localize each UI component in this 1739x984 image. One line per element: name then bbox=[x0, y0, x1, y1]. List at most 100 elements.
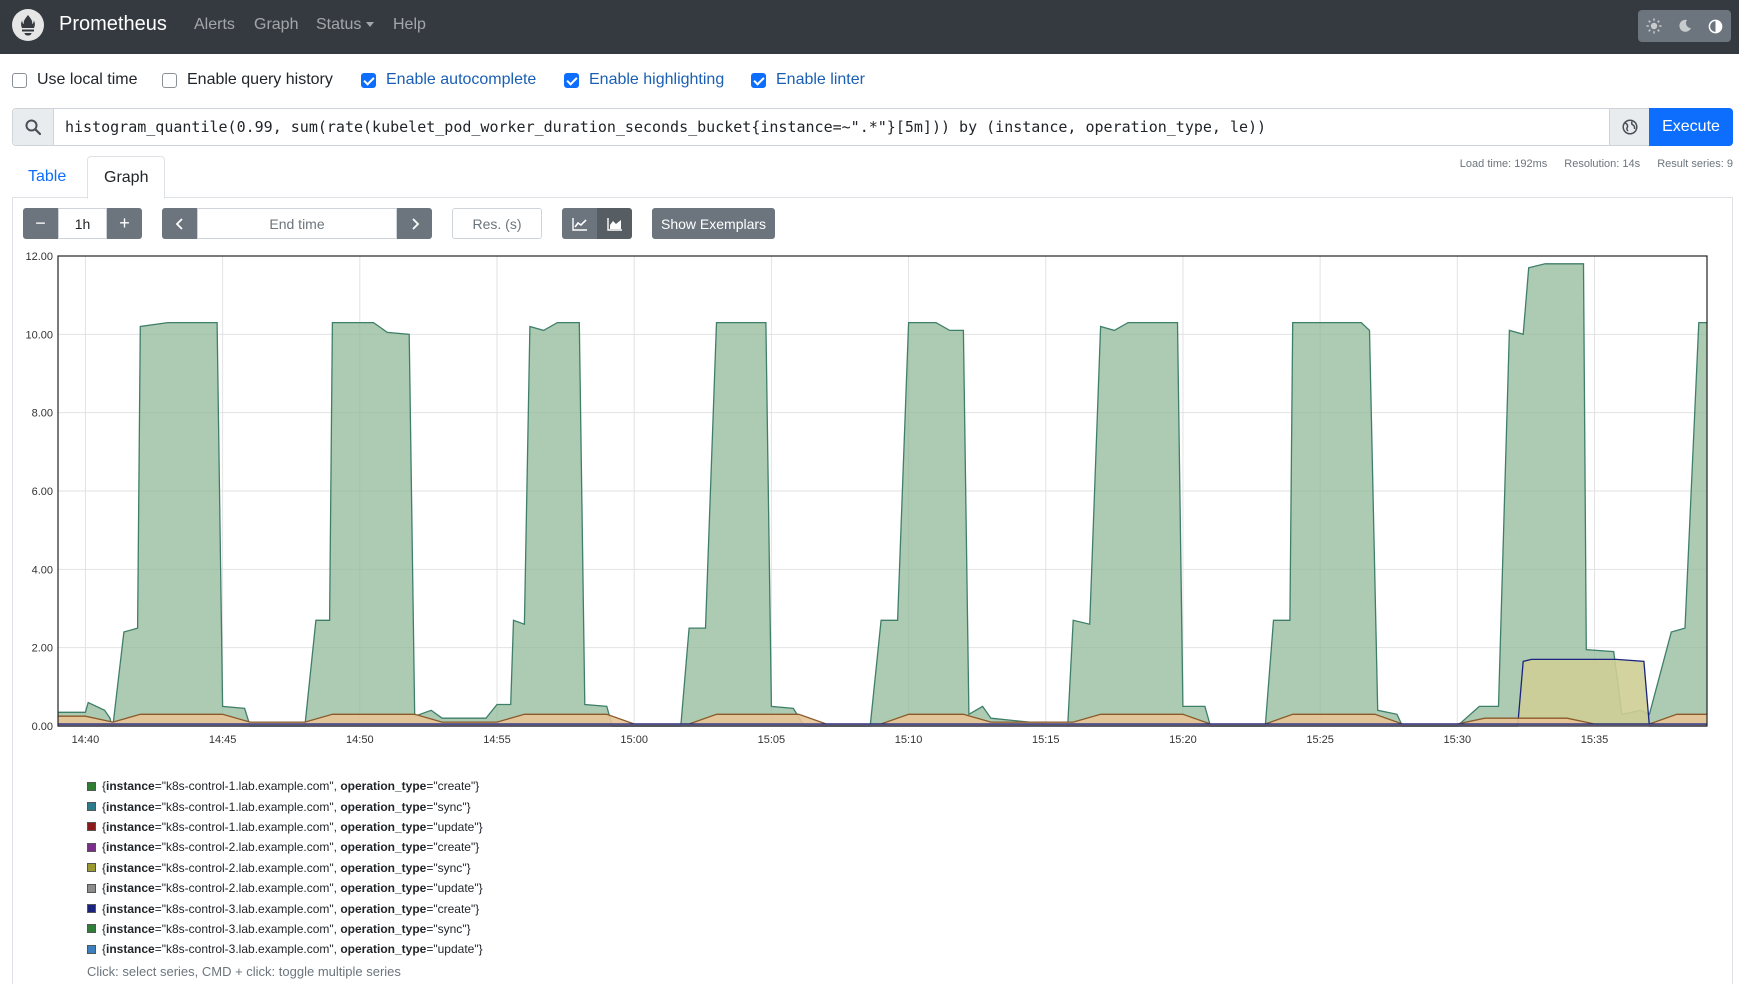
legend-item[interactable]: {instance="k8s-control-2.lab.example.com… bbox=[87, 837, 483, 857]
previous-time-button[interactable] bbox=[162, 208, 197, 239]
end-time-input[interactable]: End time bbox=[197, 208, 397, 239]
series-area-0 bbox=[58, 263, 1707, 726]
legend-item[interactable]: {instance="k8s-control-1.lab.example.com… bbox=[87, 796, 483, 816]
series-line-1 bbox=[58, 658, 1707, 727]
increase-range-button[interactable]: + bbox=[107, 208, 142, 239]
legend-instance: k8s-control-1.lab.example.com bbox=[165, 779, 330, 794]
chevron-left-icon bbox=[175, 217, 183, 230]
legend-label: {instance="k8s-control-3.lab.example.com… bbox=[102, 942, 483, 957]
tab-table[interactable]: Table bbox=[28, 168, 67, 185]
x-tick-label: 14:55 bbox=[483, 734, 511, 746]
legend-item[interactable]: {instance="k8s-control-1.lab.example.com… bbox=[87, 817, 483, 837]
x-tick-label: 14:40 bbox=[72, 734, 100, 746]
tab-graph[interactable]: Graph bbox=[87, 156, 166, 199]
load-time: Load time: 192ms bbox=[1459, 158, 1548, 170]
legend-label: {instance="k8s-control-1.lab.example.com… bbox=[102, 819, 483, 834]
legend-operation-type: sync bbox=[437, 799, 463, 814]
legend-operation-type: update bbox=[437, 942, 475, 957]
query-expression-input[interactable]: histogram_quantile(0.99, sum(rate(kubele… bbox=[65, 118, 1267, 136]
checkbox-icon[interactable] bbox=[162, 72, 177, 88]
resolution-input[interactable]: Res. (s) bbox=[452, 208, 542, 239]
option-label: Enable highlighting bbox=[589, 71, 725, 88]
chevron-right-icon bbox=[411, 217, 419, 230]
next-time-button[interactable] bbox=[397, 208, 432, 239]
legend-instance: k8s-control-1.lab.example.com bbox=[165, 819, 330, 834]
legend-label: {instance="k8s-control-2.lab.example.com… bbox=[102, 881, 483, 896]
legend-swatch bbox=[87, 904, 96, 914]
checkbox-checked-icon[interactable] bbox=[564, 72, 579, 88]
legend-swatch bbox=[87, 842, 96, 852]
stacked-chart-button[interactable] bbox=[597, 208, 632, 239]
legend-swatch bbox=[87, 802, 96, 812]
legend-operation-type: update bbox=[437, 819, 475, 834]
y-tick-label: 0.00 bbox=[32, 721, 53, 733]
nav-alerts[interactable]: Alerts bbox=[194, 16, 235, 33]
brand-title[interactable]: Prometheus bbox=[59, 13, 167, 35]
legend-label: {instance="k8s-control-2.lab.example.com… bbox=[102, 840, 480, 855]
checkbox-checked-icon[interactable] bbox=[361, 72, 376, 88]
option-linter[interactable]: Enable linter bbox=[751, 71, 865, 89]
decrease-range-button[interactable]: − bbox=[23, 208, 58, 239]
area-chart-icon bbox=[606, 217, 622, 231]
resolution: Resolution: 14s bbox=[1564, 158, 1641, 170]
legend-item[interactable]: {instance="k8s-control-1.lab.example.com… bbox=[87, 776, 483, 796]
legend-operation-type: create bbox=[437, 840, 471, 855]
nav-graph[interactable]: Graph bbox=[254, 16, 299, 33]
graph-panel bbox=[12, 197, 1733, 984]
half-circle-icon[interactable] bbox=[1700, 10, 1731, 42]
x-tick-label: 15:00 bbox=[620, 734, 648, 746]
option-highlighting[interactable]: Enable highlighting bbox=[564, 71, 724, 89]
legend-operation-type: sync bbox=[437, 921, 463, 936]
nav-help[interactable]: Help bbox=[393, 16, 426, 33]
prometheus-logo-icon[interactable] bbox=[12, 9, 44, 41]
query-bar: histogram_quantile(0.99, sum(rate(kubele… bbox=[12, 108, 1733, 146]
option-use-local-time[interactable]: Use local time bbox=[12, 71, 137, 89]
legend-item[interactable]: {instance="k8s-control-3.lab.example.com… bbox=[87, 898, 483, 918]
legend-label: {instance="k8s-control-1.lab.example.com… bbox=[102, 799, 471, 814]
result-tabs: Table Graph bbox=[12, 156, 1733, 199]
sun-icon[interactable] bbox=[1638, 10, 1669, 42]
execute-button[interactable]: Execute bbox=[1649, 108, 1733, 146]
legend-instance: k8s-control-2.lab.example.com bbox=[165, 840, 330, 855]
y-tick-label: 4.00 bbox=[32, 564, 53, 576]
graph-chart[interactable]: 0.00 2.00 4.00 6.00 8.00 10.00 12.00 14:40 14:45… bbox=[0, 0, 1739, 760]
legend-item[interactable]: {instance="k8s-control-3.lab.example.com… bbox=[87, 919, 483, 939]
option-autocomplete[interactable]: Enable autocomplete bbox=[361, 71, 536, 89]
option-query-history[interactable]: Enable query history bbox=[162, 71, 333, 89]
legend-instance: k8s-control-1.lab.example.com bbox=[165, 799, 330, 814]
result-series: Result series: 9 bbox=[1657, 158, 1733, 170]
option-label: Enable autocomplete bbox=[386, 71, 537, 88]
x-tick-label: 15:05 bbox=[758, 734, 786, 746]
legend-operation-type: create bbox=[437, 779, 471, 794]
x-tick-label: 15:15 bbox=[1032, 734, 1060, 746]
legend-swatch bbox=[87, 822, 96, 832]
moon-icon[interactable] bbox=[1669, 10, 1700, 42]
chevron-down-icon bbox=[366, 22, 375, 28]
x-tick-label: 15:20 bbox=[1169, 734, 1197, 746]
range-input[interactable]: 1h bbox=[58, 208, 107, 239]
option-label: Enable linter bbox=[776, 71, 865, 88]
nav-status[interactable]: Status bbox=[316, 16, 375, 34]
metrics-explorer-globe-icon[interactable] bbox=[1609, 109, 1649, 145]
series-area-2 bbox=[58, 714, 1707, 726]
line-chart-icon bbox=[571, 217, 587, 231]
y-tick-label: 8.00 bbox=[32, 408, 53, 420]
legend-item[interactable]: {instance="k8s-control-2.lab.example.com… bbox=[87, 878, 483, 898]
checkbox-icon[interactable] bbox=[12, 72, 27, 88]
legend-instance: k8s-control-3.lab.example.com bbox=[165, 942, 330, 957]
legend-item[interactable]: {instance="k8s-control-3.lab.example.com… bbox=[87, 939, 483, 959]
y-tick-label: 12.00 bbox=[25, 251, 53, 263]
line-chart-button[interactable] bbox=[562, 208, 597, 239]
option-label: Use local time bbox=[37, 71, 138, 88]
navbar: Prometheus Alerts Graph Status Help bbox=[0, 0, 1739, 54]
checkbox-checked-icon[interactable] bbox=[751, 72, 766, 88]
x-tick-label: 15:30 bbox=[1444, 734, 1472, 746]
y-tick-label: 2.00 bbox=[32, 643, 53, 655]
search-icon bbox=[13, 109, 54, 145]
legend-item[interactable]: {instance="k8s-control-2.lab.example.com… bbox=[87, 858, 483, 878]
query-stats: Load time: 192ms Resolution: 14s Result … bbox=[1446, 158, 1733, 170]
show-exemplars-button[interactable]: Show Exemplars bbox=[652, 208, 776, 239]
legend-instance: k8s-control-2.lab.example.com bbox=[165, 860, 330, 875]
legend-label: {instance="k8s-control-3.lab.example.com… bbox=[102, 921, 471, 936]
legend-operation-type: sync bbox=[437, 860, 463, 875]
